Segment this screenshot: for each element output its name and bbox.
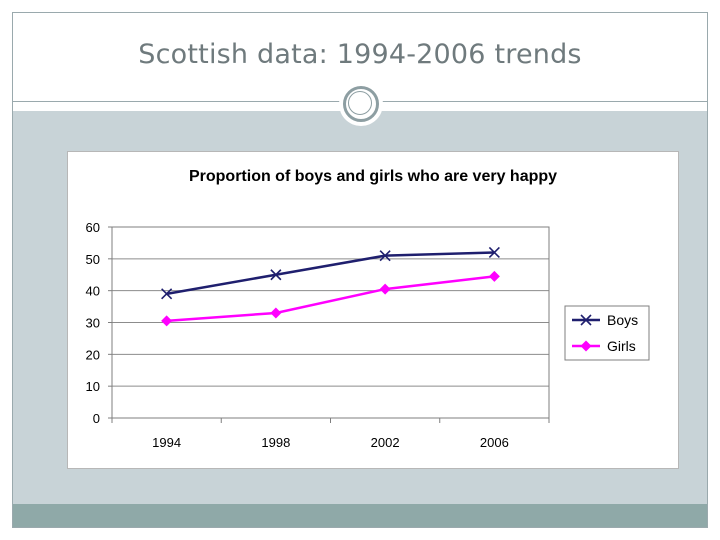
- axis-layer: 0 10 20 30 40 50 60 1994 1998 2002 2006: [86, 220, 550, 450]
- circle-ornament-icon: [339, 82, 383, 126]
- x-tick-label: 1994: [152, 435, 181, 450]
- data-point-boys: [488, 246, 500, 259]
- data-point-boys: [161, 288, 173, 300]
- data-point-boys: [379, 250, 391, 262]
- legend-label-girls: Girls: [607, 338, 636, 354]
- ornament-ring-inner: [348, 91, 372, 115]
- y-tick-label: 10: [86, 379, 100, 394]
- x-tick-label: 2002: [371, 435, 400, 450]
- chart-frame: Proportion of boys and girls who are ver…: [67, 151, 679, 469]
- data-point-girls: [379, 283, 391, 295]
- ornament-ring-outer: [343, 86, 379, 122]
- legend-layer: Boys Girls: [572, 312, 638, 354]
- data-point-boys: [270, 269, 282, 281]
- footer-band: [13, 504, 707, 527]
- series-line-girls: [166, 275, 495, 323]
- y-tick-label: 60: [86, 220, 100, 235]
- data-point-girls: [270, 307, 282, 319]
- data-point-girls: [488, 270, 500, 282]
- slide-title: Scottish data: 1994-2006 trends: [138, 39, 582, 70]
- x-tick-label: 2006: [480, 435, 509, 450]
- legend-label-boys: Boys: [607, 312, 638, 328]
- y-tick-label: 40: [86, 284, 100, 299]
- legend-marker-boys: [580, 314, 592, 326]
- y-tick-label: 50: [86, 252, 100, 267]
- y-tick-label: 0: [93, 411, 100, 426]
- series-layer: [161, 246, 500, 327]
- x-tick-label: 1998: [261, 435, 290, 450]
- legend-marker-girls: [580, 340, 592, 352]
- data-point-girls: [161, 315, 173, 327]
- legend-box: [564, 305, 650, 361]
- chart-title: Proportion of boys and girls who are ver…: [189, 168, 557, 185]
- chart-svg: Proportion of boys and girls who are ver…: [86, 168, 650, 450]
- series-line-boys: [166, 251, 495, 296]
- y-tick-label: 20: [86, 347, 100, 362]
- y-tick-label: 30: [86, 316, 100, 331]
